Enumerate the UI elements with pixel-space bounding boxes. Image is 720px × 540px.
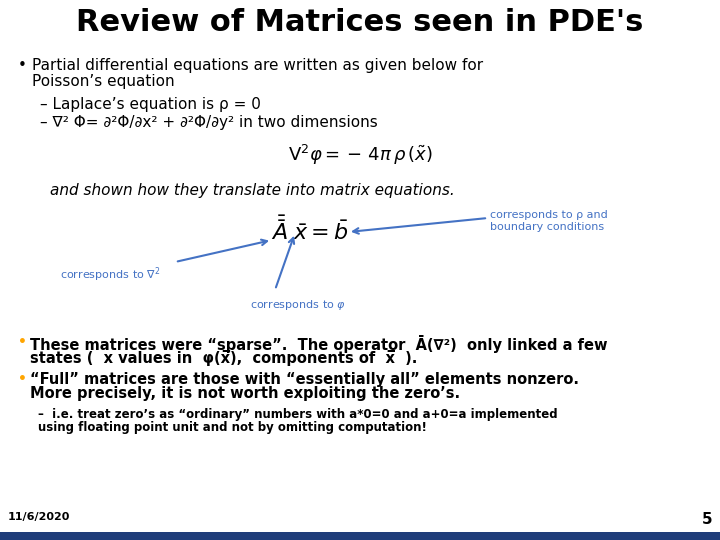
Text: •: • [18,335,27,349]
Text: These matrices were “sparse”.  The operator  Ā(∇²)  only linked a few: These matrices were “sparse”. The operat… [30,335,608,353]
Text: using floating point unit and not by omitting computation!: using floating point unit and not by omi… [38,421,427,434]
Text: Review of Matrices seen in PDE's: Review of Matrices seen in PDE's [76,8,644,37]
Text: and shown how they translate into matrix equations.: and shown how they translate into matrix… [50,183,455,198]
Text: More precisely, it is not worth exploiting the zero’s.: More precisely, it is not worth exploiti… [30,386,460,401]
Text: corresponds to ρ and: corresponds to ρ and [490,210,608,220]
Text: 11/6/2020: 11/6/2020 [8,512,71,522]
Text: corresponds to $\nabla^2$: corresponds to $\nabla^2$ [60,265,161,284]
Text: corresponds to $\varphi$: corresponds to $\varphi$ [250,298,346,312]
Text: – Laplace’s equation is ρ = 0: – Laplace’s equation is ρ = 0 [40,97,261,112]
Text: 5: 5 [701,512,712,527]
Text: “Full” matrices are those with “essentially all” elements nonzero.: “Full” matrices are those with “essentia… [30,372,579,387]
Text: –  i.e. treat zero’s as “ordinary” numbers with a*0=0 and a+0=a implemented: – i.e. treat zero’s as “ordinary” number… [38,408,557,421]
Text: Poisson’s equation: Poisson’s equation [32,74,175,89]
Text: states (  x values in  φ(x̅),  components of  x̅  ).: states ( x values in φ(x̅), components o… [30,350,418,366]
Bar [0,532,720,540]
Text: Partial differential equations are written as given below for: Partial differential equations are writt… [32,58,483,73]
Text: boundary conditions: boundary conditions [490,222,604,232]
Text: •: • [18,372,27,386]
Text: $\mathrm{V}^2\varphi = -\,4\pi\,\rho\,(\tilde{x})$: $\mathrm{V}^2\varphi = -\,4\pi\,\rho\,(\… [288,143,432,167]
Text: $\bar{\bar{A}}\;\bar{x} = \bar{b}$: $\bar{\bar{A}}\;\bar{x} = \bar{b}$ [271,215,349,244]
Text: – ∇² Φ= ∂²Φ/∂x² + ∂²Φ/∂y² in two dimensions: – ∇² Φ= ∂²Φ/∂x² + ∂²Φ/∂y² in two dimensi… [40,115,378,130]
Text: •: • [18,58,27,73]
